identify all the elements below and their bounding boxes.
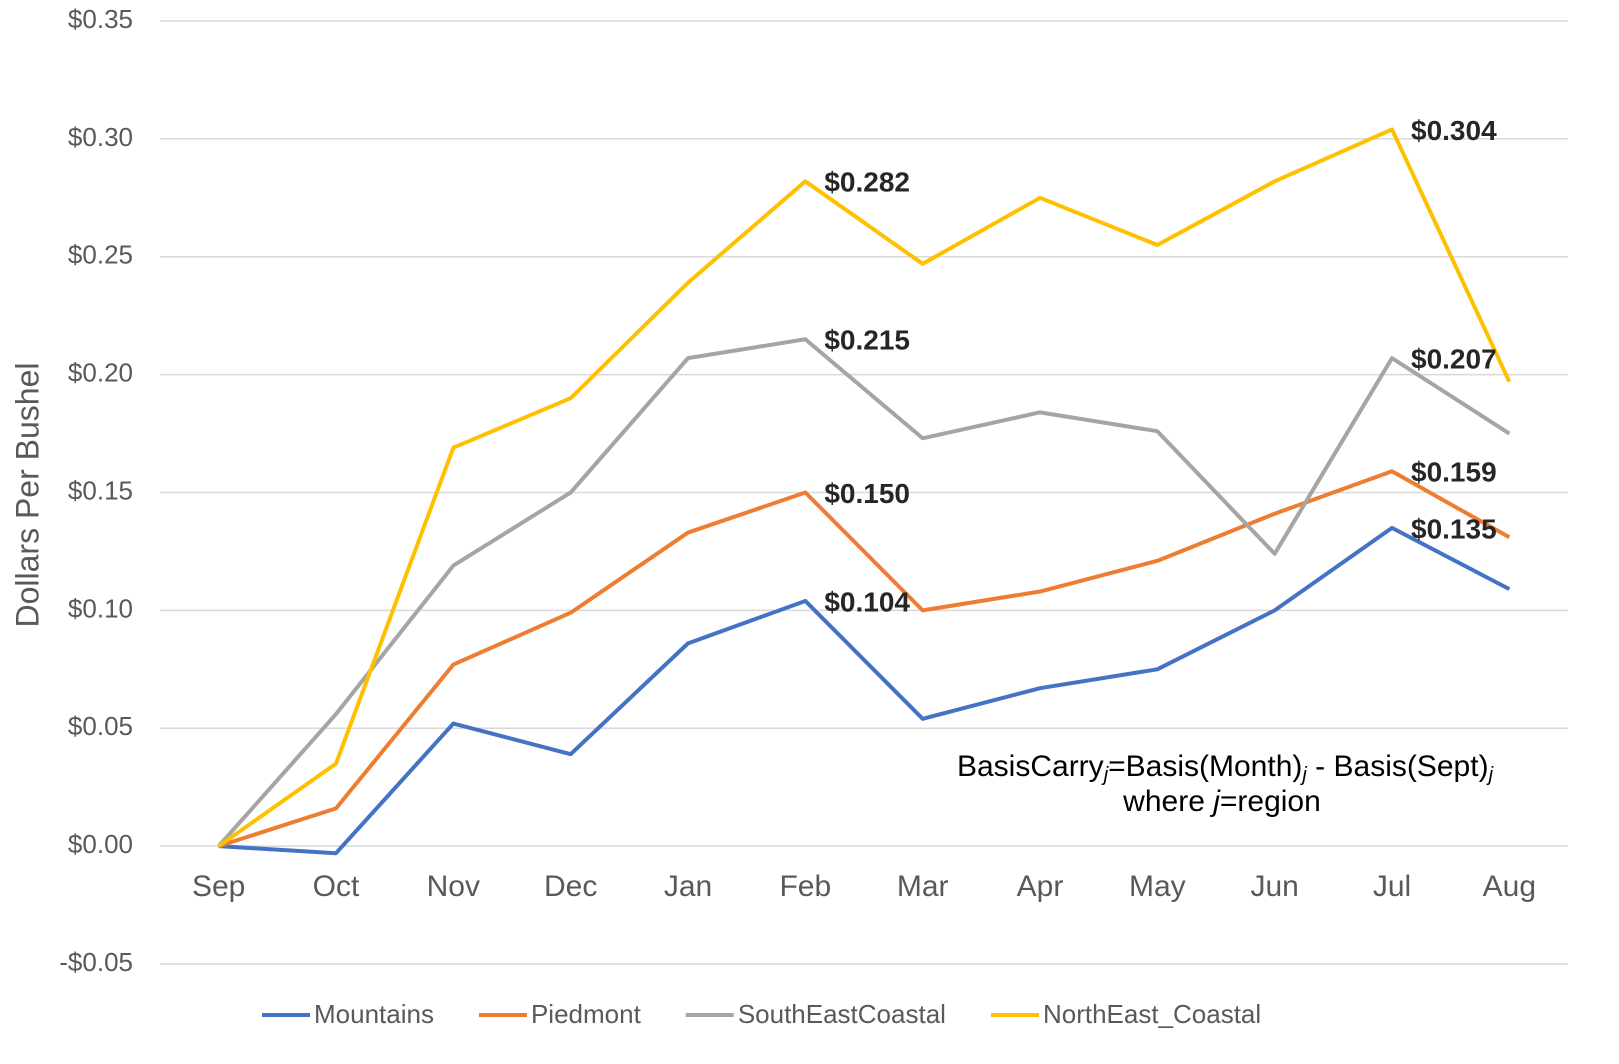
y-tick-label: $0.15 — [68, 475, 133, 505]
data-label: $0.159 — [1411, 457, 1497, 488]
y-tick-label: $0.00 — [68, 829, 133, 859]
x-tick-label: Jun — [1250, 870, 1298, 903]
x-tick-label: Sep — [192, 870, 245, 903]
annotation-part: j — [1101, 764, 1109, 786]
y-tick-label: $0.25 — [68, 240, 133, 270]
y-tick-label: $0.35 — [68, 4, 133, 34]
x-tick-label: Jan — [664, 870, 712, 903]
annotation-part: - Basis(Sept) — [1307, 750, 1489, 783]
y-tick-label: $0.05 — [68, 711, 133, 741]
y-tick-label: -$0.05 — [59, 947, 133, 977]
y-tick-label: $0.20 — [68, 358, 133, 388]
annotation-part: =region — [1220, 785, 1321, 818]
x-tick-label: Aug — [1483, 870, 1536, 903]
x-tick-label: Dec — [544, 870, 597, 903]
x-tick-label: Apr — [1017, 870, 1064, 903]
series-line — [217, 127, 1512, 848]
grid — [160, 20, 1568, 965]
annotation-part: BasisCarry — [957, 750, 1104, 783]
x-tick-label: Nov — [427, 870, 480, 903]
data-label: $0.215 — [824, 325, 910, 356]
legend-label: Mountains — [314, 999, 434, 1029]
x-tick-label: Feb — [779, 870, 831, 903]
annotation-part: j — [1486, 764, 1494, 786]
annotation-part: where — [1122, 785, 1213, 818]
annotation-part: =Basis(Month) — [1108, 750, 1302, 783]
legend-label: Piedmont — [531, 999, 642, 1029]
data-label: $0.207 — [1411, 344, 1497, 375]
legend-label: NorthEast_Coastal — [1043, 999, 1261, 1029]
x-tick-label: Mar — [897, 870, 949, 903]
annotation-part: j — [1299, 764, 1307, 786]
data-label: $0.282 — [824, 167, 910, 198]
series-line — [218, 525, 1511, 856]
data-label: $0.135 — [1411, 513, 1497, 544]
annotation: BasisCarryj=Basis(Month)j - Basis(Sept)j — [957, 750, 1494, 786]
legend-label: SouthEastCoastal — [738, 999, 946, 1029]
y-tick-label: $0.10 — [68, 593, 133, 623]
data-label: $0.150 — [824, 478, 910, 509]
y-axis-label: Dollars Per Bushel — [9, 363, 45, 628]
x-tick-label: Oct — [313, 870, 360, 903]
data-label: $0.104 — [824, 586, 910, 617]
data-label: $0.304 — [1411, 115, 1497, 146]
x-tick-label: Jul — [1373, 870, 1411, 903]
series-line — [218, 469, 1511, 849]
y-tick-label: $0.30 — [68, 122, 133, 152]
annotation: where j=region — [1122, 785, 1321, 818]
series-line — [217, 337, 1511, 848]
x-tick-label: May — [1129, 870, 1186, 903]
